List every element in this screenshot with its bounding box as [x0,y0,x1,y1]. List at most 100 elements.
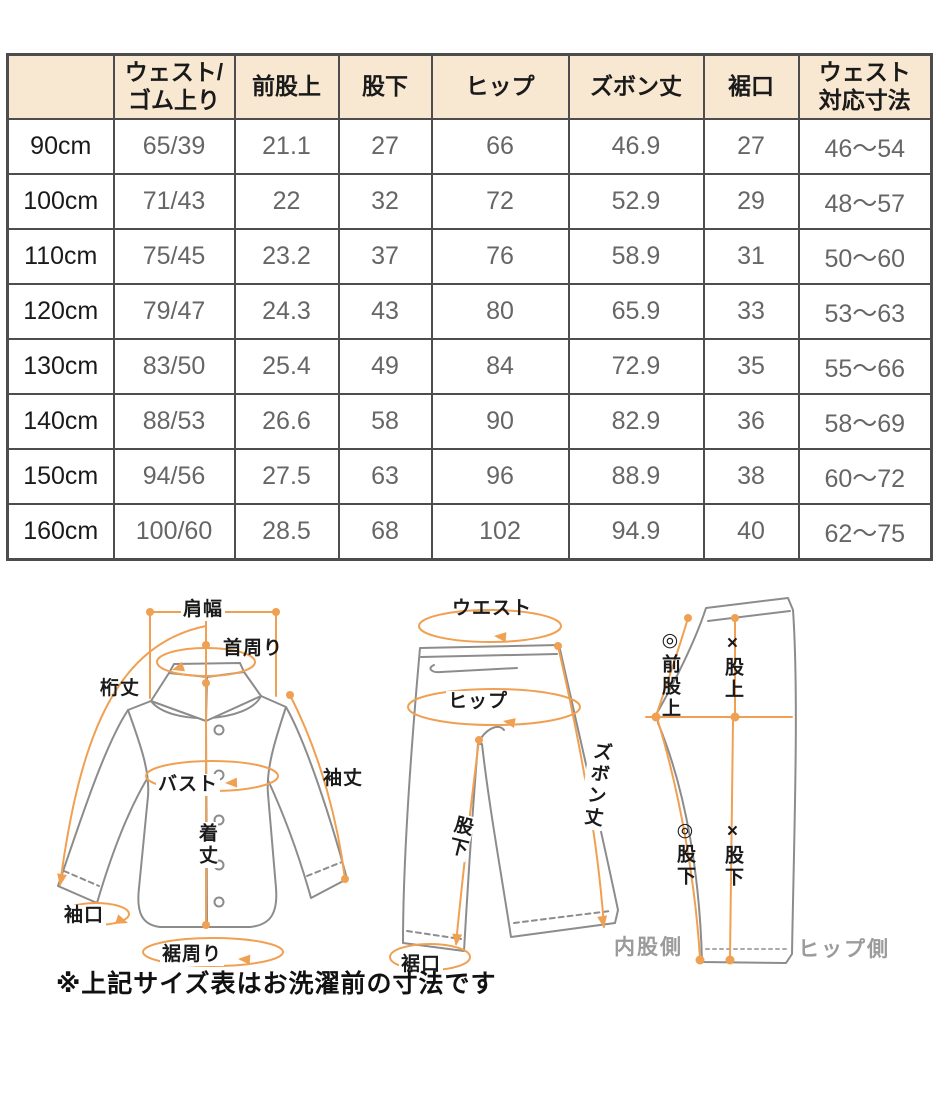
value-cell: 36 [702,393,800,450]
value-cell: 22 [233,173,340,230]
label-rise: ×股上 [721,633,743,701]
size-cell: 130cm [6,338,115,395]
value-cell: 76 [430,228,570,285]
label-cuff: 袖口 [62,905,107,927]
value-cell: 72 [430,173,570,230]
value-cell: 60〜72 [797,448,933,505]
header-row: ウェスト/ゴム上り 前股上 股下 ヒップ ズボン丈 裾口 ウェスト 対応寸法 [6,53,933,120]
measure-markers [57,608,740,969]
value-cell: 28.5 [233,503,340,561]
size-cell: 90cm [6,118,115,175]
value-cell: 24.3 [233,283,340,340]
col-header-inseam: 股下 [337,53,433,120]
label-inner-thigh-side: 内股側 [614,936,683,959]
value-cell: 32 [337,173,433,230]
value-cell: 27.5 [233,448,340,505]
value-cell: 55〜66 [797,338,933,395]
label-waist: ウエスト [452,598,533,619]
value-cell: 58.9 [567,228,705,285]
value-cell: 48〜57 [797,173,933,230]
size-table: ウェスト/ゴム上り 前股上 股下 ヒップ ズボン丈 裾口 ウェスト 対応寸法 90… [6,53,933,561]
value-cell: 21.1 [233,118,340,175]
value-cell: 66 [430,118,570,175]
value-cell: 65.9 [567,283,705,340]
label-hem-around: 裾周り [160,944,225,966]
measurement-diagram [57,597,797,971]
col-header-waist-gom: ウェスト/ゴム上り [112,53,236,120]
label-hem-opening: 裾口 [399,954,444,976]
value-cell: 23.2 [233,228,340,285]
value-cell: 26.6 [233,393,340,450]
value-cell: 58 [337,393,433,450]
value-cell: 72.9 [567,338,705,395]
value-cell: 29 [702,173,800,230]
label-shoulder-width: 肩幅 [181,599,226,621]
value-cell: 100/60 [112,503,236,561]
label-sleeve-length: 袖丈 [323,768,364,789]
value-cell: 90 [430,393,570,450]
prewash-note: ※上記サイズ表はお洗濯前の寸法です [56,970,497,998]
table-row: 160cm 100/60 28.5 68 102 94.9 40 62〜75 [6,503,933,561]
label-inseam-b: ×股下 [721,821,743,889]
value-cell: 31 [702,228,800,285]
value-cell: 35 [702,338,800,395]
label-neck: 首周り [223,638,284,659]
label-yuki-length: 桁丈 [100,678,141,699]
value-cell: 84 [430,338,570,395]
col-header-hip: ヒップ [430,53,570,120]
table-row: 150cm 94/56 27.5 63 96 88.9 38 60〜72 [6,448,933,505]
value-cell: 46.9 [567,118,705,175]
value-cell: 82.9 [567,393,705,450]
value-cell: 27 [702,118,800,175]
value-cell: 40 [702,503,800,561]
size-cell: 120cm [6,283,115,340]
value-cell: 50〜60 [797,228,933,285]
value-cell: 62〜75 [797,503,933,561]
pants-side-drawing [656,597,797,964]
size-cell: 100cm [6,173,115,230]
col-header-front-rise: 前股上 [233,53,340,120]
size-cell: 150cm [6,448,115,505]
value-cell: 94/56 [112,448,236,505]
value-cell: 75/45 [112,228,236,285]
table-row: 90cm 65/39 21.1 27 66 46.9 27 46〜54 [6,118,933,175]
value-cell: 53〜63 [797,283,933,340]
size-cell: 140cm [6,393,115,450]
value-cell: 63 [337,448,433,505]
value-cell: 38 [702,448,800,505]
value-cell: 52.9 [567,173,705,230]
size-cell: 110cm [6,228,115,285]
col-header-hem: 裾口 [702,53,800,120]
col-header-pants-length: ズボン丈 [567,53,705,120]
table-row: 100cm 71/43 22 32 72 52.9 29 48〜57 [6,173,933,230]
label-hip-side: ヒップ側 [798,938,890,961]
table-row: 120cm 79/47 24.3 43 80 65.9 33 53〜63 [6,283,933,340]
value-cell: 33 [702,283,800,340]
value-cell: 49 [337,338,433,395]
value-cell: 80 [430,283,570,340]
size-cell: 160cm [6,503,115,561]
value-cell: 25.4 [233,338,340,395]
value-cell: 37 [337,228,433,285]
value-cell: 27 [337,118,433,175]
value-cell: 71/43 [112,173,236,230]
value-cell: 102 [430,503,570,561]
value-cell: 88/53 [112,393,236,450]
col-header-waist-range: ウェスト 対応寸法 [797,53,933,120]
label-inseam-a: ◎股下 [673,819,695,888]
value-cell: 79/47 [112,283,236,340]
table-row: 140cm 88/53 26.6 58 90 82.9 36 58〜69 [6,393,933,450]
value-cell: 94.9 [567,503,705,561]
label-front-rise: ◎前股上 [658,629,680,720]
label-bust: バスト [156,774,221,796]
table-row: 110cm 75/45 23.2 37 76 58.9 31 50〜60 [6,228,933,285]
value-cell: 96 [430,448,570,505]
label-hip: ヒップ [446,691,511,713]
label-body-length: 着丈 [194,822,218,868]
value-cell: 83/50 [112,338,236,395]
value-cell: 58〜69 [797,393,933,450]
value-cell: 46〜54 [797,118,933,175]
value-cell: 88.9 [567,448,705,505]
value-cell: 65/39 [112,118,236,175]
table-row: 130cm 83/50 25.4 49 84 72.9 35 55〜66 [6,338,933,395]
